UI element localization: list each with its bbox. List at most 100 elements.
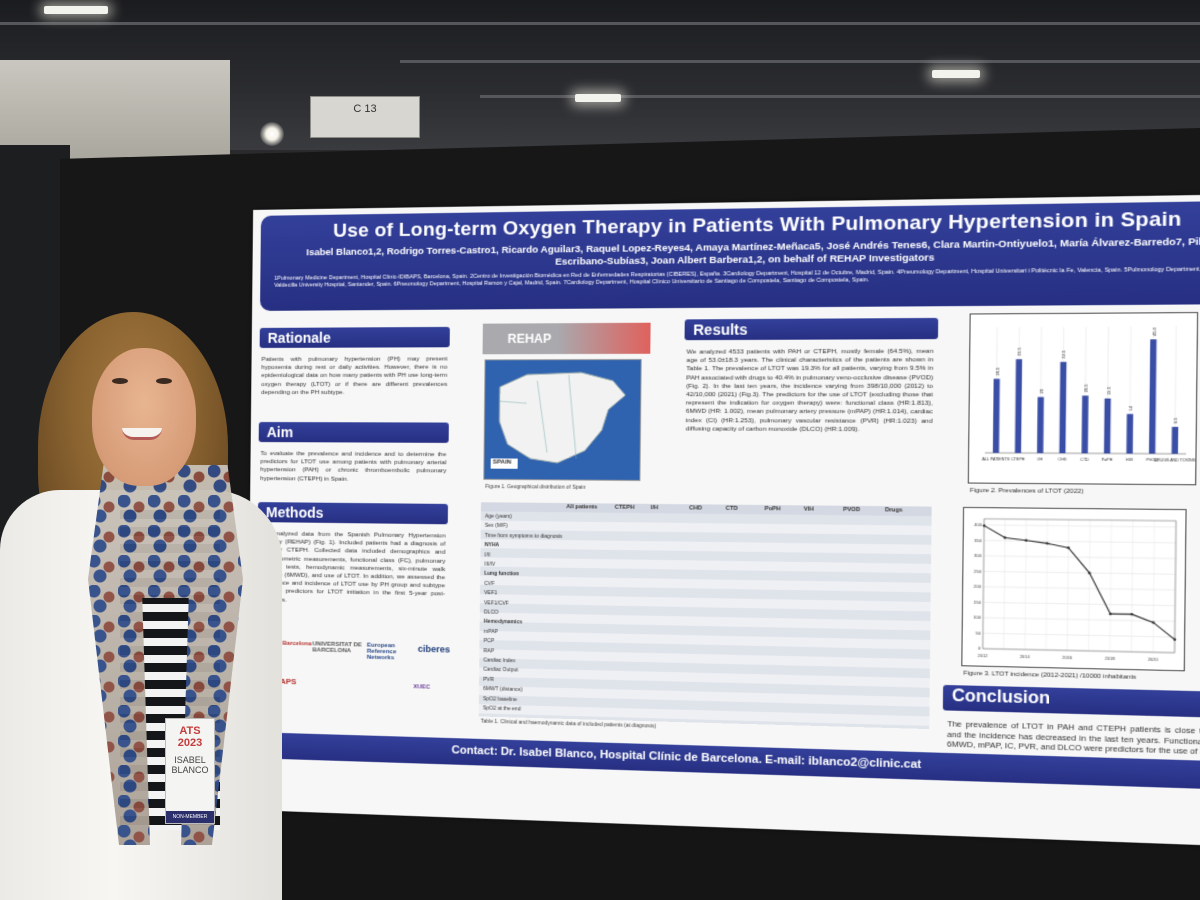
bar-category-label: ALL PATIENTS bbox=[982, 457, 1010, 461]
line-chart-vgrid bbox=[1110, 520, 1111, 651]
line-chart-y-tick: 200 bbox=[974, 584, 982, 589]
table-row-label: VEF1/CVF bbox=[484, 600, 509, 607]
line-chart-y-tick: 350 bbox=[974, 538, 982, 543]
ceiling-light bbox=[932, 70, 980, 78]
table-col-header: CTD bbox=[726, 505, 738, 515]
table-col-header: All patients bbox=[566, 503, 597, 513]
figure2-caption: Figure 2. Prevalences of LTOT (2022) bbox=[970, 488, 1084, 495]
poster: Use of Long-term Oxygen Therapy in Patie… bbox=[247, 194, 1200, 848]
table-row-label: Time from symptoms to diagnosis bbox=[485, 533, 563, 540]
table-row-label: CVF bbox=[484, 581, 494, 587]
line-chart-y-tick: 300 bbox=[974, 553, 982, 558]
results-text: We analyzed 4533 patients with PAH or CT… bbox=[686, 348, 934, 435]
line-chart-gridline bbox=[983, 633, 1175, 637]
badge-last-name: BLANCO bbox=[166, 765, 214, 775]
line-chart-y-tick: 150 bbox=[974, 599, 982, 604]
line-chart-gridline bbox=[983, 602, 1175, 605]
logo-ub: UNIVERSITAT DE BARCELONA bbox=[312, 641, 363, 654]
spain-map-shape bbox=[499, 372, 626, 463]
line-chart-y-tick: 250 bbox=[974, 569, 982, 574]
line-chart-vgrid bbox=[1067, 520, 1068, 651]
conclusion-heading: Conclusion bbox=[943, 685, 1200, 718]
bar-value-label: 14 bbox=[1128, 405, 1134, 411]
line-chart-gridline bbox=[984, 571, 1176, 574]
line-chart-x-tick: 2020 bbox=[1148, 656, 1159, 662]
line-chart-gridline bbox=[984, 556, 1176, 559]
table-row-label: Lung function bbox=[484, 571, 519, 578]
table-col-header: CHD bbox=[689, 504, 702, 513]
incidence-chart: 0 50 100 150 200 250 300 350 400 2012 2014 2016 2018… bbox=[961, 507, 1186, 671]
bar-category-label: PoPH bbox=[1102, 458, 1113, 462]
prevalence-chart: 26.5 ALL PATIENTS 33.5 CTEPH 20 I/H 32.5 CHD 20.… bbox=[968, 312, 1198, 485]
table-row-label: SpO2 at the end bbox=[483, 705, 521, 712]
prevalence-bar-chart: 26.5ALL PATIENTS33.5CTEPH20I/H32.5CHD20.… bbox=[969, 313, 1197, 484]
figure3-caption: Figure 3. LTOT incidence (2012-2021) /10… bbox=[963, 671, 1136, 681]
bar-category-label: HIV bbox=[1126, 458, 1134, 462]
table-row-label: VEF1 bbox=[484, 590, 497, 596]
table-row-label: RAP bbox=[484, 648, 495, 654]
spain-label: SPAIN bbox=[493, 459, 512, 465]
data-table: All patients CTEPH I/H CHD CTD PoPH VIH … bbox=[479, 502, 932, 729]
bar-value-label: 9.5 bbox=[1173, 417, 1179, 424]
table-row-label: PCP bbox=[484, 638, 495, 644]
line-chart-x-tick: 2016 bbox=[1062, 655, 1073, 661]
bar-category-label: I/H bbox=[1037, 457, 1043, 461]
ceiling-light bbox=[575, 94, 621, 102]
table-row-label: Cardiac Index bbox=[483, 657, 515, 664]
bar bbox=[1104, 398, 1111, 453]
table-col-header: PVOD bbox=[843, 506, 860, 516]
presenter-smile bbox=[122, 428, 162, 440]
figure1-caption: Figure 1. Geographical distribution of S… bbox=[485, 484, 585, 491]
bar-value-label: 33.5 bbox=[1017, 347, 1023, 356]
line-chart-gridline bbox=[983, 587, 1175, 590]
bar bbox=[1037, 397, 1044, 453]
ceiling-light bbox=[44, 6, 108, 14]
bar-category-label: DRUGS AND TOXINS bbox=[1154, 458, 1196, 463]
table-header: All patients CTEPH I/H CHD CTD PoPH VIH … bbox=[481, 502, 932, 516]
spain-map: SPAIN bbox=[483, 359, 641, 481]
bar-category-label: CHD bbox=[1058, 457, 1067, 461]
ceiling-truss bbox=[0, 22, 1200, 25]
line-chart-y-tick: 0 bbox=[978, 646, 981, 651]
presenter-face bbox=[92, 348, 196, 486]
table-row-label: Sex (M/F) bbox=[485, 523, 508, 529]
badge-event: ATS 2023 bbox=[166, 725, 214, 749]
line-chart-vgrid bbox=[1025, 519, 1026, 649]
bar bbox=[1059, 362, 1066, 453]
line-chart-vgrid bbox=[1046, 519, 1047, 650]
line-chart-gridline bbox=[984, 525, 1176, 527]
bar-category-label: CTEPH bbox=[1011, 457, 1025, 461]
table-row-label: mPAP bbox=[484, 629, 498, 635]
poster-header: Use of Long-term Oxygen Therapy in Patie… bbox=[260, 201, 1200, 311]
bar-value-label: 19.5 bbox=[1105, 386, 1111, 395]
line-chart-x-tick: 2012 bbox=[978, 653, 988, 659]
results-heading: Results bbox=[685, 318, 939, 340]
bar-value-label: 26.5 bbox=[995, 367, 1001, 376]
line-chart-vgrid bbox=[1089, 520, 1090, 651]
table-row-label: I/II bbox=[485, 552, 491, 558]
presenter: ATS 2023 ISABEL BLANCO NON-MEMBER bbox=[0, 300, 300, 900]
table-row-label: DLCO bbox=[484, 609, 498, 615]
presenter-eye bbox=[156, 378, 172, 384]
conclusion-text: The prevalence of LTOT in PAH and CTEPH … bbox=[947, 719, 1200, 758]
table-row-label: Cardiac Output bbox=[483, 667, 518, 674]
table-row-label: NYHA bbox=[485, 542, 500, 548]
logo-ciberes: ciberes bbox=[418, 644, 450, 655]
table-col-header: PoPH bbox=[764, 505, 780, 515]
logo-ern: European Reference Networks bbox=[367, 643, 413, 662]
table-row-label: PVR bbox=[483, 677, 494, 683]
bar-value-label: 20 bbox=[1039, 388, 1045, 394]
rehap-logo: REHAP bbox=[483, 323, 651, 355]
ceiling-spotlight bbox=[260, 122, 284, 146]
bar-value-label: 20.5 bbox=[1083, 383, 1089, 392]
table-col-header: Drugs bbox=[885, 506, 903, 516]
line-chart-y-tick: 100 bbox=[973, 615, 981, 620]
table-row-label: Hemodynamics bbox=[484, 619, 522, 626]
table-col-header: I/H bbox=[651, 504, 659, 513]
table-col-header: VIH bbox=[804, 505, 814, 515]
table-row-label: SpO2 baseline bbox=[483, 696, 517, 703]
booth-sign: C 13 bbox=[310, 96, 420, 138]
bar-value-label: 40.4 bbox=[1151, 327, 1157, 336]
bar bbox=[1015, 359, 1022, 453]
line-chart-y-tick: 50 bbox=[976, 630, 982, 635]
